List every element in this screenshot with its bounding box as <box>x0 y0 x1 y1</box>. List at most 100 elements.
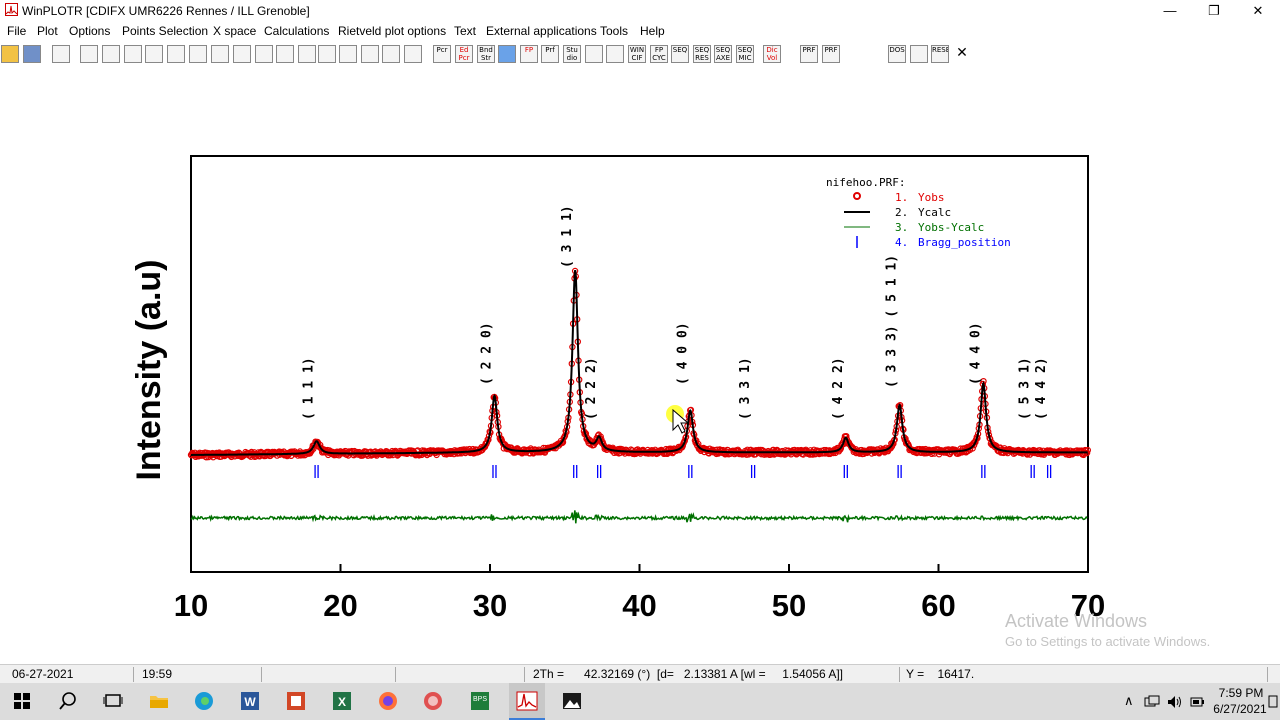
volume-icon[interactable] <box>1166 694 1184 710</box>
print-icon[interactable] <box>52 45 70 63</box>
menu-options[interactable]: Options <box>69 24 111 38</box>
close-button[interactable]: ✕ <box>1252 3 1264 18</box>
menu-external-applications[interactable]: External applications <box>486 24 597 38</box>
menu-tools[interactable]: Tools <box>600 24 629 38</box>
network-icon[interactable] <box>1144 695 1160 709</box>
prf-plus-icon[interactable]: PRF <box>822 45 840 63</box>
fp-cyc-icon[interactable]: FP CYC <box>650 45 668 63</box>
x-tick-label: 30 <box>473 588 507 623</box>
hkl-label: ( 4 4 0) <box>968 322 983 385</box>
right-red-arrow-2-icon[interactable] <box>233 45 251 63</box>
status-empty-2 <box>401 667 525 682</box>
left-red-arrow-2-icon[interactable] <box>189 45 207 63</box>
hkl-label: ( 4 0 0) <box>675 322 690 385</box>
hkl-label: ( 1 1 1) <box>302 357 317 420</box>
dicvol-icon[interactable]: Dic Vol <box>763 45 781 63</box>
minimize-button[interactable]: — <box>1163 3 1177 18</box>
file-explorer-icon[interactable] <box>147 689 171 713</box>
difference-curve <box>190 510 1088 524</box>
activate-windows-title: Activate Windows <box>1005 611 1148 631</box>
legend-index-4: 4. <box>895 236 908 249</box>
move-up-down-icon[interactable] <box>124 45 142 63</box>
plot-area: Intensity (a.u) nifehoo.PRF: 1. Yobs 2. … <box>0 67 1280 662</box>
image-icon[interactable] <box>910 45 928 63</box>
expand-y-icon[interactable] <box>339 45 357 63</box>
edge-browser-icon[interactable] <box>192 689 216 713</box>
svg-text:BPS: BPS <box>473 696 487 703</box>
globe-icon[interactable] <box>498 45 516 63</box>
zoom-page-icon[interactable] <box>80 45 98 63</box>
close-plot-icon[interactable]: ✕ <box>956 45 968 61</box>
legend-diff-label: Yobs-Ycalc <box>918 221 984 234</box>
left-right-icon[interactable] <box>276 45 294 63</box>
x-tick-label: 40 <box>622 588 656 623</box>
win-cif-icon[interactable]: WIN CIF <box>628 45 646 63</box>
skip-both-icon[interactable] <box>298 45 316 63</box>
menu-file[interactable]: File <box>7 24 27 38</box>
seq-icon[interactable]: SEQ <box>671 45 689 63</box>
excel-icon[interactable]: X <box>330 689 354 713</box>
open-folder-icon[interactable] <box>1 45 19 63</box>
winplotr-taskbar-icon[interactable] <box>515 689 539 713</box>
status-twotheta: 2Th = 42.32169 (°) [d= 2.13381 A [wl = 1… <box>529 667 900 682</box>
hkl-label: ( 3 3 1) <box>738 357 753 420</box>
hkl-label: ( 4 2 2) <box>831 357 846 420</box>
menu-text[interactable]: Text <box>454 24 477 38</box>
dos-icon[interactable]: DOS <box>888 45 906 63</box>
right-red-arrow-icon[interactable] <box>211 45 229 63</box>
seq-mic-icon[interactable]: SEQ MIC <box>736 45 754 63</box>
taskbar-clock-date[interactable]: 6/27/2021 <box>1213 702 1267 716</box>
x-tick-label: 10 <box>174 588 208 623</box>
menu-help[interactable]: Help <box>640 24 665 38</box>
firefox-icon[interactable] <box>376 689 400 713</box>
checkbox-icon[interactable] <box>606 45 624 63</box>
word-icon[interactable]: W <box>238 689 262 713</box>
windows-start-icon[interactable] <box>10 689 34 713</box>
menu-calculations[interactable]: Calculations <box>264 24 330 38</box>
bond-str-icon[interactable]: Bnd Str <box>477 45 495 63</box>
left-red-arrow-icon[interactable] <box>167 45 185 63</box>
task-view-icon[interactable] <box>101 689 125 713</box>
bps-icon[interactable]: BPS <box>468 689 492 713</box>
prf-minus-icon[interactable]: PRF <box>800 45 818 63</box>
save-icon[interactable] <box>23 45 41 63</box>
fit-window-icon[interactable] <box>145 45 163 63</box>
app-icon-red[interactable] <box>421 689 445 713</box>
compress-x-icon[interactable] <box>318 45 336 63</box>
notification-icon[interactable] <box>1268 695 1278 709</box>
grid-icon[interactable] <box>585 45 603 63</box>
up-red-arrow-icon[interactable] <box>382 45 400 63</box>
powerpoint-icon[interactable] <box>284 689 308 713</box>
menu-points-selection[interactable]: Points Selection <box>122 24 209 38</box>
status-time: 19:59 <box>138 667 262 682</box>
compress-y-icon[interactable] <box>361 45 379 63</box>
prf-icon[interactable]: Prf <box>541 45 559 63</box>
legend-file-label: nifehoo.PRF: <box>826 176 905 189</box>
zoom-icon[interactable] <box>102 45 120 63</box>
menu-rietveld-plot-options[interactable]: Rietveld plot options <box>338 24 447 38</box>
menu-plot[interactable]: Plot <box>37 24 58 38</box>
taskbar-clock-time[interactable]: 7:59 PM <box>1218 686 1264 700</box>
tray-overflow-icon[interactable]: ∧ <box>1124 693 1134 708</box>
pcr-icon[interactable]: Pcr <box>433 45 451 63</box>
search-icon[interactable] <box>56 689 80 713</box>
skip-end-icon[interactable] <box>255 45 273 63</box>
studio-icon[interactable]: Stu dio <box>563 45 581 63</box>
diffraction-plot[interactable]: Intensity (a.u) nifehoo.PRF: 1. Yobs 2. … <box>0 67 1280 662</box>
battery-icon[interactable] <box>1189 694 1205 710</box>
image-viewer-icon[interactable] <box>560 689 584 713</box>
down-red-arrow-icon[interactable] <box>404 45 422 63</box>
reset-icon[interactable]: RESET <box>931 45 949 63</box>
legend-yobs-label: Yobs <box>918 191 945 204</box>
fullprof-icon[interactable]: FP <box>520 45 538 63</box>
seq-axe-icon[interactable]: SEQ AXE <box>714 45 732 63</box>
legend-bragg-label: Bragg_position <box>918 236 1011 249</box>
status-bar: 06-27-2021 19:59 2Th = 42.32169 (°) [d= … <box>0 664 1280 684</box>
mouse-cursor-icon <box>672 408 690 434</box>
edit-pcr-icon[interactable]: Ed Pcr <box>455 45 473 63</box>
seq-res-icon[interactable]: SEQ RES <box>693 45 711 63</box>
active-app-highlight <box>509 683 545 720</box>
toolbar: Pcr Ed Pcr Bnd Str FP Prf Stu dio WIN CIF FP CY… <box>0 41 1280 67</box>
menu-x-space[interactable]: X space <box>213 24 257 38</box>
maximize-button[interactable]: ❐ <box>1208 3 1220 18</box>
